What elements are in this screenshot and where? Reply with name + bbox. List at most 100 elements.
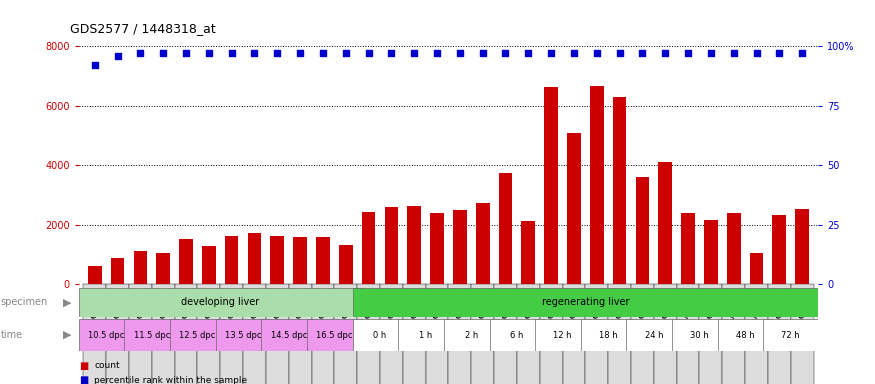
Point [453, 50, 467, 56]
Bar [763, 319, 818, 351]
Point [225, 50, 239, 56]
Text: 12 h: 12 h [553, 331, 571, 339]
Bar [626, 319, 682, 351]
Text: 30 h: 30 h [690, 331, 709, 339]
Bar [658, 162, 672, 284]
Bar [157, 253, 170, 284]
Bar [768, 284, 791, 384]
Bar [198, 284, 220, 384]
Bar [612, 97, 626, 284]
Point [361, 50, 375, 56]
Bar [225, 236, 239, 284]
Bar [682, 213, 695, 284]
Bar [544, 87, 558, 284]
Point [133, 50, 147, 56]
Text: 14.5 dpc: 14.5 dpc [270, 331, 307, 339]
Bar [289, 284, 312, 384]
Text: percentile rank within the sample: percentile rank within the sample [94, 376, 248, 384]
Bar [727, 214, 740, 284]
Point [316, 50, 330, 56]
Text: count: count [94, 361, 120, 370]
Point [750, 50, 764, 56]
Bar [472, 284, 494, 384]
Bar [635, 177, 649, 284]
Point [795, 50, 809, 56]
Point [179, 50, 193, 56]
Text: 18 h: 18 h [598, 331, 618, 339]
Point [590, 50, 604, 56]
Bar [476, 203, 489, 284]
Bar [425, 284, 449, 384]
Text: specimen: specimen [1, 297, 48, 307]
Point [567, 50, 581, 56]
Bar [563, 284, 585, 384]
Text: GDS2577 / 1448318_at: GDS2577 / 1448318_at [70, 22, 216, 35]
Bar [262, 319, 316, 351]
Bar [430, 214, 444, 284]
Bar [704, 220, 717, 284]
Bar [453, 210, 466, 284]
Text: time: time [1, 330, 23, 340]
Bar [307, 319, 361, 351]
Bar [220, 284, 243, 384]
Bar [517, 284, 540, 384]
Point [384, 50, 398, 56]
Text: ■: ■ [79, 375, 88, 384]
Text: regenerating liver: regenerating liver [542, 297, 629, 308]
Point [110, 53, 124, 59]
Bar [402, 284, 425, 384]
Point [727, 50, 741, 56]
Bar [585, 284, 608, 384]
Bar [79, 319, 134, 351]
Bar [672, 319, 727, 351]
Bar [202, 246, 215, 284]
Text: 48 h: 48 h [736, 331, 754, 339]
Point [202, 50, 216, 56]
Text: 6 h: 6 h [510, 331, 523, 339]
Bar [353, 288, 818, 317]
Bar [266, 284, 289, 384]
Bar [536, 319, 590, 351]
Point [773, 50, 787, 56]
Text: 12.5 dpc: 12.5 dpc [179, 331, 215, 339]
Bar [151, 284, 175, 384]
Text: 10.5 dpc: 10.5 dpc [88, 331, 124, 339]
Bar [581, 319, 635, 351]
Point [248, 50, 262, 56]
Bar [134, 252, 147, 284]
Text: 13.5 dpc: 13.5 dpc [225, 331, 262, 339]
Bar [449, 284, 472, 384]
Bar [248, 233, 262, 284]
Text: 2 h: 2 h [465, 331, 478, 339]
Bar [334, 284, 357, 384]
Bar [312, 284, 334, 384]
Bar [489, 319, 544, 351]
Bar [380, 284, 402, 384]
Bar [676, 284, 699, 384]
Point [499, 50, 513, 56]
Point [156, 50, 170, 56]
Bar [699, 284, 722, 384]
Point [658, 50, 672, 56]
Bar [522, 221, 536, 284]
Text: ■: ■ [79, 361, 88, 371]
Text: 0 h: 0 h [374, 331, 387, 339]
Bar [608, 284, 631, 384]
Point [544, 50, 558, 56]
Bar [494, 284, 517, 384]
Bar [243, 284, 266, 384]
Bar [722, 284, 746, 384]
Bar [746, 284, 768, 384]
Point [635, 50, 649, 56]
Bar [567, 133, 581, 284]
Bar [175, 284, 198, 384]
Bar [170, 319, 225, 351]
Point [476, 50, 490, 56]
Bar [215, 319, 270, 351]
Bar [590, 86, 604, 284]
Point [612, 50, 626, 56]
Text: 11.5 dpc: 11.5 dpc [134, 331, 170, 339]
Bar [444, 319, 499, 351]
Bar [791, 284, 814, 384]
Point [339, 50, 353, 56]
